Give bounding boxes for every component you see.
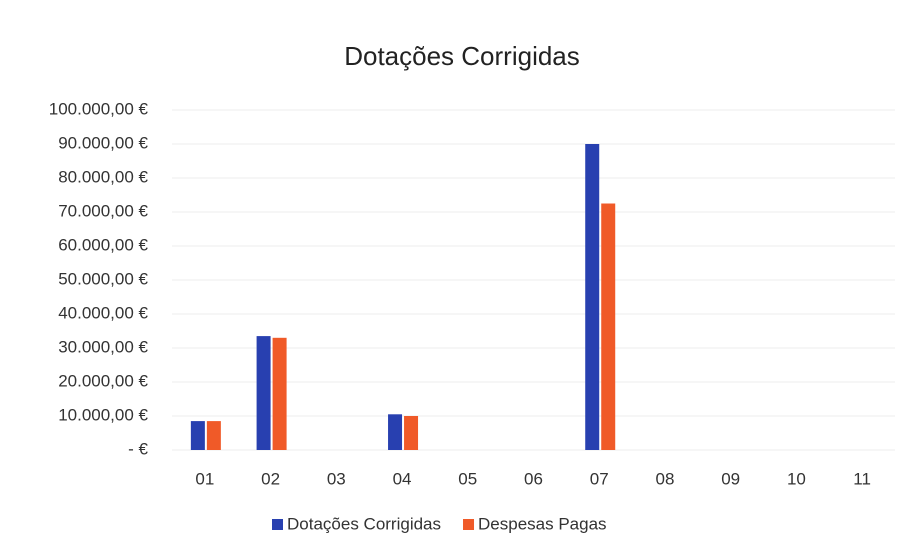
legend-swatch bbox=[272, 519, 283, 530]
x-tick-label: 10 bbox=[787, 469, 806, 488]
y-tick-label: 100.000,00 € bbox=[49, 99, 149, 118]
bar bbox=[585, 144, 600, 450]
x-tick-label: 02 bbox=[261, 469, 280, 488]
y-tick-label: 60.000,00 € bbox=[58, 235, 148, 254]
y-tick-label: - € bbox=[128, 439, 148, 458]
x-tick-label: 11 bbox=[853, 469, 871, 488]
x-tick-label: 03 bbox=[327, 469, 346, 488]
legend-label: Dotações Corrigidas bbox=[287, 514, 441, 533]
bar bbox=[601, 203, 616, 450]
y-tick-label: 40.000,00 € bbox=[58, 303, 148, 322]
y-tick-label: 20.000,00 € bbox=[58, 371, 148, 390]
x-tick-label: 08 bbox=[655, 469, 674, 488]
y-tick-label: 10.000,00 € bbox=[58, 405, 148, 424]
bar bbox=[388, 414, 403, 450]
legend-label: Despesas Pagas bbox=[478, 514, 607, 533]
y-tick-label: 50.000,00 € bbox=[58, 269, 148, 288]
bar bbox=[206, 421, 221, 450]
x-tick-label: 07 bbox=[590, 469, 609, 488]
x-tick-label: 06 bbox=[524, 469, 543, 488]
legend-swatch bbox=[463, 519, 475, 530]
y-tick-label: 70.000,00 € bbox=[58, 201, 148, 220]
y-tick-label: 80.000,00 € bbox=[58, 167, 148, 186]
x-tick-label: 05 bbox=[458, 469, 477, 488]
bar bbox=[404, 416, 419, 450]
x-tick-label: 04 bbox=[393, 469, 412, 488]
bar bbox=[272, 337, 287, 450]
x-tick-label: 09 bbox=[721, 469, 740, 488]
chart-title: Dotações Corrigidas bbox=[344, 41, 580, 71]
y-tick-label: 30.000,00 € bbox=[58, 337, 148, 356]
bar bbox=[190, 421, 205, 450]
y-tick-label: 90.000,00 € bbox=[58, 133, 148, 152]
x-tick-label: 01 bbox=[195, 469, 214, 488]
bar bbox=[256, 336, 271, 450]
